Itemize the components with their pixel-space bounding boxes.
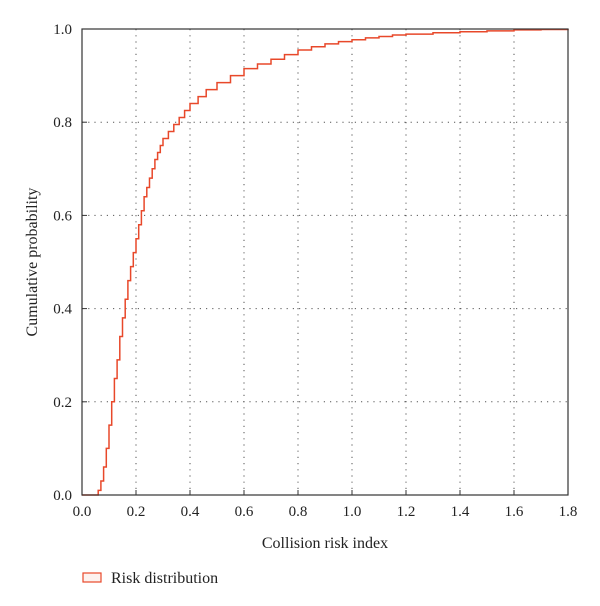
y-tick-label: 0.6 (53, 208, 72, 224)
y-tick-label: 0.0 (53, 488, 72, 504)
series-layer (82, 28, 569, 496)
x-tick-label: 1.4 (451, 504, 470, 520)
x-tick-label: 1.6 (505, 504, 524, 520)
x-tick-label: 0.8 (289, 504, 308, 520)
legend-label: Risk distribution (111, 570, 218, 587)
x-axis-ticks: 0.0 0.2 0.4 0.6 0.8 1.0 1.2 1.4 1.6 1.8 (73, 490, 578, 520)
y-tick-label: 0.4 (53, 302, 72, 318)
x-tick-label: 0.2 (127, 504, 146, 520)
x-tick-label: 0.0 (73, 504, 92, 520)
y-axis-title: Cumulative probability (24, 188, 41, 337)
grid (82, 29, 568, 495)
y-axis-ticks: 0.0 0.2 0.4 0.6 0.8 1.0 (53, 22, 87, 504)
plot-frame (81, 28, 569, 496)
x-tick-label: 1.0 (343, 504, 362, 520)
y-tick-label: 1.0 (53, 22, 72, 38)
legend-swatch (82, 572, 102, 583)
y-tick-label: 0.2 (53, 395, 72, 411)
legend: Risk distribution (82, 570, 218, 587)
x-tick-label: 0.4 (181, 504, 200, 520)
x-tick-label: 0.6 (235, 504, 254, 520)
series-risk-distribution (82, 28, 569, 496)
x-tick-label: 1.2 (397, 504, 416, 520)
x-axis-title: Collision risk index (262, 535, 388, 552)
x-tick-label: 1.8 (559, 504, 578, 520)
y-tick-label: 0.8 (53, 115, 72, 131)
